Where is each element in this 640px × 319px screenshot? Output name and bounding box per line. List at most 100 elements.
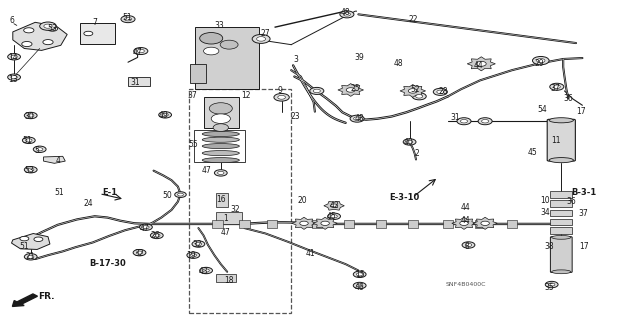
Text: 52: 52 [410, 85, 420, 94]
Circle shape [150, 232, 163, 239]
Text: B-17-30: B-17-30 [89, 259, 126, 268]
Bar [267, 220, 277, 228]
Polygon shape [292, 217, 316, 229]
Text: 44: 44 [461, 204, 471, 212]
Circle shape [545, 281, 558, 288]
Circle shape [460, 221, 468, 226]
Circle shape [136, 251, 143, 254]
Text: E-3-10: E-3-10 [389, 193, 420, 202]
Circle shape [11, 55, 17, 58]
Circle shape [143, 226, 149, 229]
Polygon shape [473, 217, 497, 229]
Circle shape [300, 221, 308, 226]
Circle shape [353, 282, 366, 289]
Polygon shape [400, 85, 426, 97]
Text: 27: 27 [260, 29, 271, 38]
Circle shape [403, 139, 416, 145]
Text: 32: 32 [134, 249, 145, 258]
Polygon shape [13, 22, 67, 50]
Circle shape [175, 192, 186, 197]
Text: 48: 48 [393, 59, 403, 68]
Circle shape [33, 146, 46, 152]
Circle shape [22, 137, 35, 144]
Text: SNF4B0400C: SNF4B0400C [445, 282, 486, 287]
Text: 53: 53 [24, 166, 34, 175]
Bar [550, 200, 572, 207]
Ellipse shape [202, 137, 239, 142]
Bar [204, 97, 239, 128]
Bar [216, 274, 236, 282]
Circle shape [28, 168, 34, 171]
Circle shape [154, 234, 160, 237]
Circle shape [200, 267, 212, 274]
Circle shape [121, 16, 135, 23]
Bar [376, 220, 386, 228]
Text: 50: 50 [163, 191, 173, 200]
Polygon shape [12, 234, 50, 249]
Circle shape [416, 95, 423, 98]
Circle shape [28, 255, 34, 258]
Circle shape [482, 119, 489, 123]
Bar [195, 27, 259, 89]
Ellipse shape [202, 144, 239, 149]
Text: 13: 13 [8, 75, 18, 84]
Text: E-1: E-1 [102, 189, 118, 197]
Text: 15: 15 [355, 271, 365, 279]
Text: 32: 32 [230, 205, 241, 214]
Bar [190, 64, 206, 83]
Text: 51: 51 [19, 242, 29, 251]
Text: 20: 20 [297, 196, 307, 205]
Text: 31: 31 [131, 78, 141, 87]
Bar [475, 220, 485, 228]
Text: 23: 23 [291, 112, 301, 121]
Bar [239, 220, 250, 228]
Bar [80, 23, 115, 44]
Text: FR.: FR. [38, 292, 54, 300]
Text: 48: 48 [355, 114, 365, 123]
Circle shape [24, 167, 37, 173]
Ellipse shape [552, 235, 571, 239]
Circle shape [330, 204, 338, 208]
Text: 48: 48 [340, 8, 351, 17]
Circle shape [331, 215, 337, 218]
Text: 45: 45 [326, 212, 337, 221]
Bar [189, 89, 291, 313]
Text: 36: 36 [563, 94, 573, 103]
Text: 1: 1 [223, 214, 228, 223]
Circle shape [346, 88, 355, 92]
Bar [550, 191, 572, 198]
Circle shape [34, 237, 43, 241]
Circle shape [213, 124, 228, 131]
Text: 39: 39 [355, 53, 365, 62]
Bar [212, 220, 223, 228]
Circle shape [47, 26, 58, 31]
Bar [507, 220, 517, 228]
Text: 38: 38 [544, 242, 554, 251]
Circle shape [24, 254, 37, 260]
Text: 17: 17 [579, 242, 589, 251]
Text: 21: 21 [26, 252, 35, 261]
FancyBboxPatch shape [547, 119, 575, 161]
Circle shape [356, 273, 363, 276]
Text: 5: 5 [35, 146, 40, 155]
Circle shape [461, 119, 467, 123]
Circle shape [20, 236, 29, 241]
Text: 49: 49 [158, 111, 168, 120]
Circle shape [159, 112, 172, 118]
Circle shape [204, 47, 219, 55]
Text: 37: 37 [579, 209, 589, 218]
Bar [128, 77, 150, 86]
Circle shape [536, 58, 545, 63]
Circle shape [8, 54, 20, 60]
Text: 28: 28 [438, 87, 447, 96]
Text: 8: 8 [465, 242, 470, 251]
Text: 2: 2 [415, 149, 420, 158]
Text: 47: 47 [201, 166, 211, 175]
Text: 34: 34 [540, 208, 550, 217]
Circle shape [133, 249, 146, 256]
Circle shape [24, 28, 34, 33]
Text: 18: 18 [225, 276, 234, 285]
Circle shape [350, 115, 364, 122]
Bar [344, 220, 354, 228]
Text: 55: 55 [188, 140, 198, 149]
